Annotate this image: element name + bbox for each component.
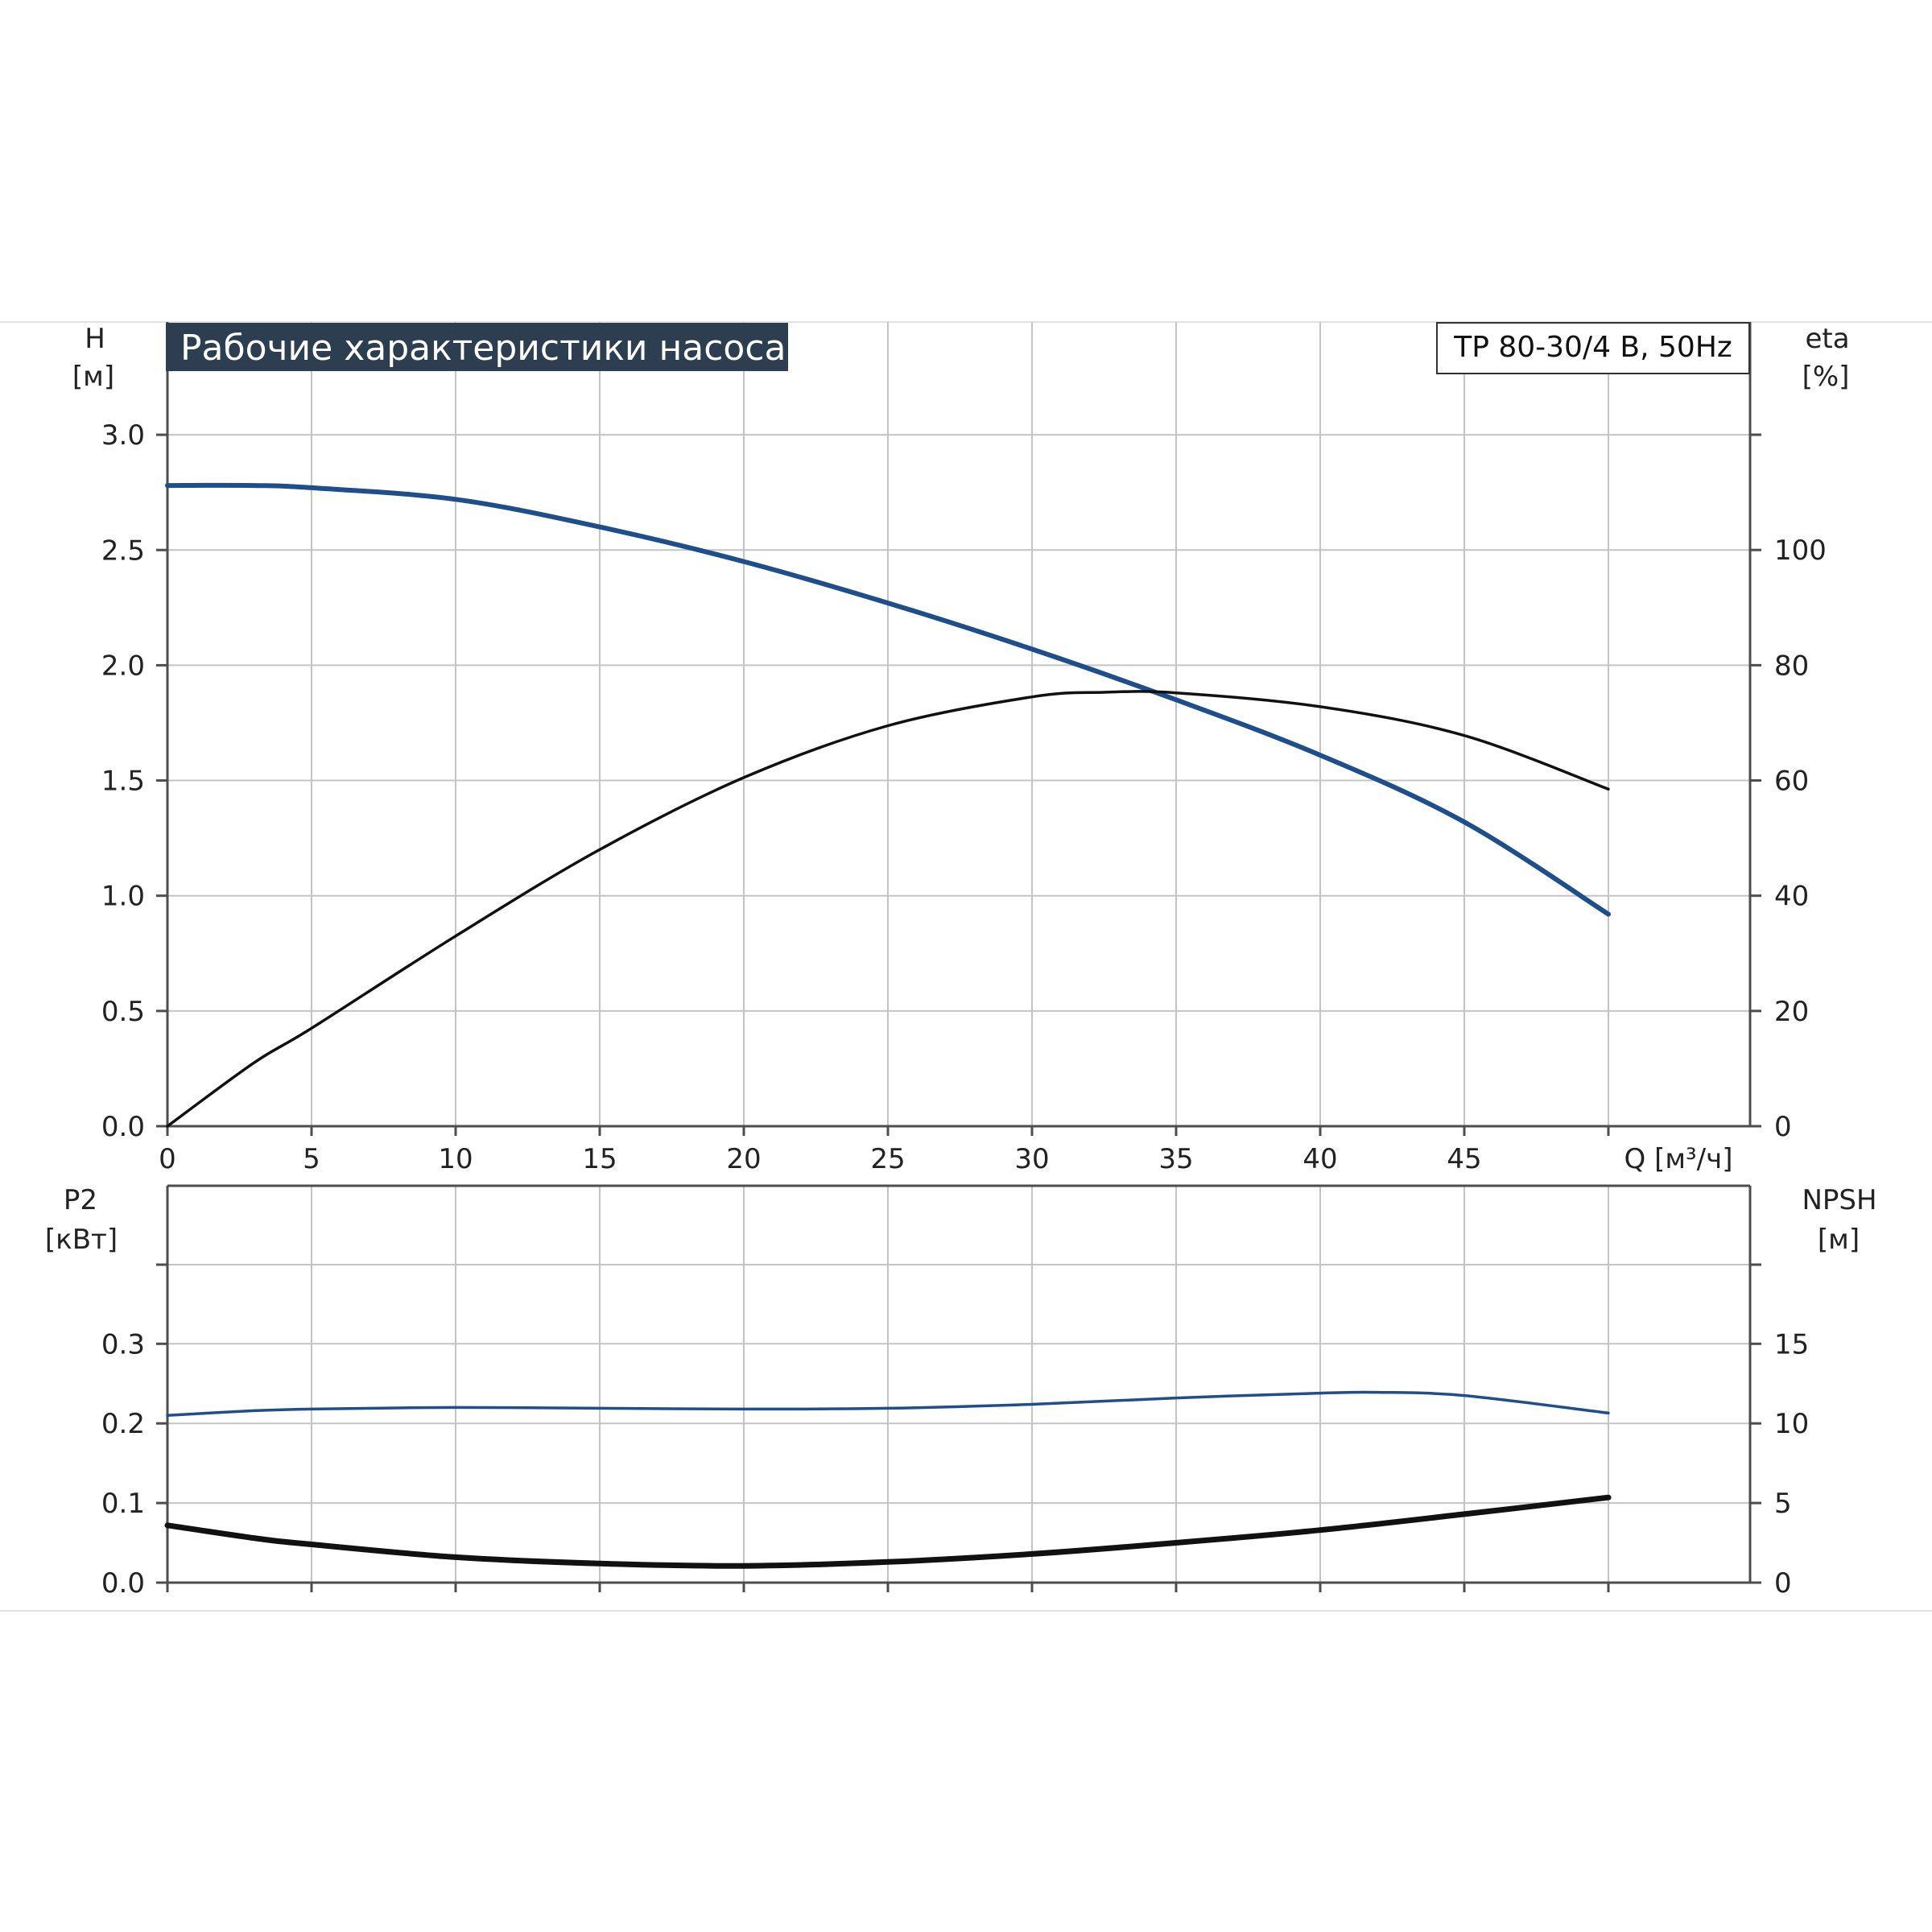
x-tick-label: 30 xyxy=(1014,1143,1049,1175)
p2-axis-label-unit: [кВт] xyxy=(45,1224,118,1256)
y-right-axis-label-name: eta xyxy=(1805,323,1849,355)
model-label-box xyxy=(1436,322,1750,374)
y-right-axis-label-unit: [%] xyxy=(1802,361,1850,393)
upper-left-series-curve xyxy=(165,482,1611,917)
upper-left-tick-label: 0.5 xyxy=(101,996,145,1028)
x-tick-label: 25 xyxy=(870,1143,905,1175)
lower-right-tick-label: 10 xyxy=(1774,1408,1809,1440)
x-tick-label: 45 xyxy=(1447,1143,1481,1175)
y-left-axis-label-name: H xyxy=(85,323,105,355)
upper-left-tick-label: 3.0 xyxy=(101,419,145,452)
x-tick-label: 35 xyxy=(1158,1143,1193,1175)
x-axis-label: Q [м³/ч] xyxy=(1624,1143,1733,1175)
npsh-axis-label-name: NPSH xyxy=(1802,1184,1876,1216)
upper-ticks: 0.0 0.5 1.0 1.5 2.0 2.5 3.0 0 20 40 60 80 100 0 5 10 15 2… xyxy=(101,419,1827,1175)
upper-left-tick-label: 1.0 xyxy=(101,881,145,913)
x-tick-label: 20 xyxy=(726,1143,761,1175)
lower-curves xyxy=(164,1390,1612,1569)
p2-axis-label-name: P2 xyxy=(64,1184,97,1216)
upper-right-tick-label: 0 xyxy=(1774,1111,1792,1143)
upper-left-tick-label: 2.0 xyxy=(101,650,145,682)
y-left-axis-label-unit: [м] xyxy=(72,361,114,393)
npsh-axis-label-unit: [м] xyxy=(1818,1224,1860,1256)
upper-plot: 0.0 0.5 1.0 1.5 2.0 2.5 3.0 0 20 40 60 80 100 0 5 10 15 2… xyxy=(72,322,1850,1175)
lower-grid xyxy=(166,1184,1752,1584)
lower-plot: 0.0 0.1 0.2 0.3 0 5 10 15 P2 [кВт] NPSH [м] xyxy=(45,1184,1877,1600)
lower-right-tick-label: 5 xyxy=(1774,1488,1792,1520)
lower-left-tick-label: 0.1 xyxy=(101,1488,145,1520)
chart-title: Рабочие характеристики насоса xyxy=(180,328,786,369)
upper-left-tick-label: 2.5 xyxy=(101,535,145,567)
upper-right-series-curve xyxy=(166,690,1610,1128)
model-label: TP 80-30/4 B, 50Hz xyxy=(1453,331,1732,364)
upper-curves xyxy=(165,482,1611,1128)
upper-right-tick-label: 40 xyxy=(1774,881,1809,913)
upper-left-tick-label: 0.0 xyxy=(101,1111,145,1143)
lower-left-tick-label: 0.0 xyxy=(101,1567,145,1600)
upper-grid xyxy=(166,322,1752,1128)
x-tick-label: 40 xyxy=(1302,1143,1337,1175)
x-tick-label: 15 xyxy=(582,1143,617,1175)
x-tick-label: 0 xyxy=(159,1143,176,1175)
x-tick-label: 5 xyxy=(303,1143,320,1175)
x-tick-label: 10 xyxy=(438,1143,473,1175)
upper-right-tick-label: 100 xyxy=(1774,535,1827,567)
lower-right-tick-label: 15 xyxy=(1774,1328,1809,1360)
lower-left-tick-label: 0.2 xyxy=(101,1408,145,1440)
lower-left-series-curve xyxy=(166,1390,1610,1418)
lower-left-tick-label: 0.3 xyxy=(101,1328,145,1360)
upper-right-tick-label: 80 xyxy=(1774,650,1809,682)
lower-ticks: 0.0 0.1 0.2 0.3 0 5 10 15 xyxy=(101,1263,1809,1600)
lower-right-series-curve xyxy=(164,1494,1612,1569)
chart-title-background xyxy=(166,323,788,371)
lower-right-tick-label: 0 xyxy=(1774,1567,1792,1600)
upper-right-tick-label: 60 xyxy=(1774,766,1809,798)
upper-right-tick-label: 20 xyxy=(1774,996,1809,1028)
upper-left-tick-label: 1.5 xyxy=(101,766,145,798)
